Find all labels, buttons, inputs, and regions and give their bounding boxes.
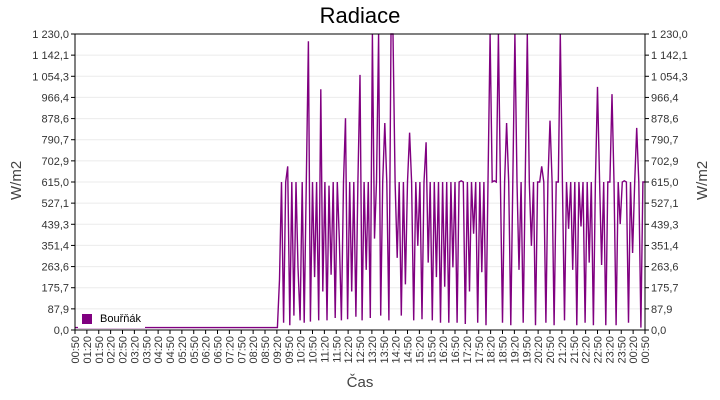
y-tick-label: 790,7: [41, 135, 69, 147]
x-tick-label: 20:20: [533, 336, 545, 364]
y-tick-label: 702,9: [41, 156, 69, 168]
data-series: [75, 33, 645, 329]
x-tick-label: 02:20: [106, 336, 118, 364]
y-axis-ticks-right: 0,0 87,9 175,7 263,6 351,4 439,3 527,1 615,0 702…: [651, 29, 688, 337]
x-tick-label: 13:50: [379, 336, 391, 364]
x-tick-label: 15:50: [426, 336, 438, 364]
x-tick-label: 20:50: [545, 336, 557, 364]
x-tick-label: 10:50: [308, 336, 320, 364]
y-tick-label: 966,4: [651, 92, 679, 104]
x-tick-label: 04:20: [153, 336, 165, 364]
x-axis-ticks: 00:50 01:20 01:50 02:20 02:50 03:20 03:50 04:20…: [70, 336, 652, 364]
x-tick-label: 11:50: [331, 336, 343, 363]
legend-label: Bouřňák: [100, 313, 141, 325]
x-tick-label: 22:50: [593, 336, 605, 364]
x-tick-label: 12:20: [343, 336, 355, 364]
y-tick-label: 878,6: [651, 114, 679, 126]
y-tick-label: 615,0: [41, 177, 69, 189]
x-tick-label: 19:50: [521, 336, 533, 364]
legend-swatch-icon: [82, 314, 92, 324]
y-axis-ticks-left: 0,0 87,9 175,7 263,6 351,4 439,3 527,1 615,0 702…: [32, 29, 69, 337]
x-tick-label: 08:20: [248, 336, 260, 364]
x-tick-label: 06:20: [201, 336, 213, 364]
x-tick-label: 18:50: [498, 336, 510, 364]
y-tick-label: 1 230,0: [32, 29, 69, 41]
y-tick-label: 0,0: [651, 325, 666, 337]
x-tick-label: 09:50: [284, 336, 296, 364]
x-tick-label: 16:20: [438, 336, 450, 364]
x-tick-label: 22:20: [581, 336, 593, 364]
y-tick-label: 263,6: [41, 262, 69, 274]
axes: [71, 33, 649, 334]
y-tick-label: 439,3: [41, 219, 69, 231]
x-tick-label: 09:20: [272, 336, 284, 364]
y-tick-label: 87,9: [48, 304, 69, 316]
y-tick-label: 790,7: [651, 135, 679, 147]
x-tick-label: 03:50: [141, 336, 153, 364]
x-tick-label: 04:50: [165, 336, 177, 364]
x-tick-label: 00:50: [70, 336, 82, 364]
y-tick-label: 615,0: [651, 177, 679, 189]
x-tick-label: 08:50: [260, 336, 272, 364]
y-tick-label: 351,4: [651, 240, 679, 252]
y-tick-label: 1 142,1: [651, 50, 688, 62]
y-tick-label: 527,1: [651, 198, 679, 210]
y-tick-label: 1 054,3: [651, 71, 688, 83]
y-tick-label: 175,7: [41, 283, 69, 295]
x-tick-label: 17:20: [462, 336, 474, 364]
x-tick-label: 21:20: [557, 336, 569, 364]
x-tick-label: 23:50: [616, 336, 628, 364]
y-tick-label: 439,3: [651, 219, 679, 231]
x-tick-label: 17:50: [474, 336, 486, 364]
x-tick-label: 13:20: [367, 336, 379, 364]
x-tick-label: 23:20: [604, 336, 616, 364]
y-tick-label: 527,1: [41, 198, 69, 210]
x-tick-label: 21:50: [569, 336, 581, 364]
y-tick-label: 966,4: [41, 92, 69, 104]
x-tick-label: 12:50: [355, 336, 367, 364]
x-tick-label: 15:20: [414, 336, 426, 364]
x-tick-label: 10:20: [296, 336, 308, 364]
y-tick-label: 1 142,1: [32, 50, 69, 62]
x-tick-label: 07:50: [236, 336, 248, 364]
x-tick-label: 07:20: [224, 336, 236, 364]
x-tick-label: 14:50: [403, 336, 415, 364]
x-tick-label: 11:20: [319, 336, 331, 363]
y-tick-label: 702,9: [651, 156, 679, 168]
x-tick-label: 00:50: [640, 336, 652, 364]
y-tick-label: 87,9: [651, 304, 672, 316]
y-tick-label: 1 054,3: [32, 71, 69, 83]
x-tick-label: 05:50: [189, 336, 201, 364]
x-axis-label: Čas: [346, 374, 374, 391]
y-tick-label: 175,7: [651, 283, 679, 295]
y-tick-label: 1 230,0: [651, 29, 688, 41]
x-tick-label: 03:20: [129, 336, 141, 364]
x-tick-label: 16:50: [450, 336, 462, 364]
y-tick-label: 878,6: [41, 114, 69, 126]
x-tick-label: 01:50: [94, 336, 106, 364]
y-tick-label: 351,4: [41, 240, 69, 252]
x-tick-label: 00:20: [628, 336, 640, 364]
x-tick-label: 19:20: [509, 336, 521, 364]
x-tick-label: 14:20: [391, 336, 403, 364]
x-tick-label: 05:20: [177, 336, 189, 364]
legend: Bouřňák: [78, 310, 145, 328]
x-tick-label: 02:50: [118, 336, 130, 364]
x-tick-label: 01:20: [82, 336, 94, 364]
chart-title: Radiace: [319, 3, 401, 28]
x-tick-label: 18:20: [486, 336, 498, 364]
x-tick-label: 06:50: [213, 336, 225, 364]
y-tick-label: 263,6: [651, 262, 679, 274]
y-tick-label: 0,0: [54, 325, 69, 337]
